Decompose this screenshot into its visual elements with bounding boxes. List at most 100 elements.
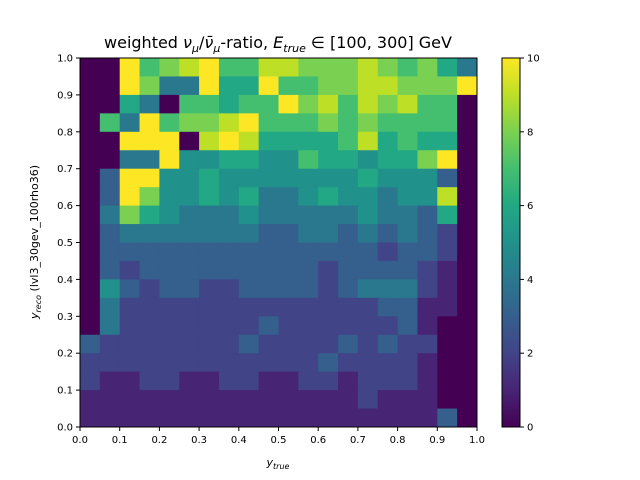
heatmap-cell — [139, 150, 160, 170]
heatmap-cell — [417, 150, 438, 170]
heatmap-cell — [258, 408, 279, 428]
heatmap-cell — [357, 260, 379, 280]
y-tick-label: 0.2 — [57, 349, 73, 360]
heatmap-cell — [199, 205, 220, 225]
heatmap-cell — [99, 205, 121, 225]
heatmap-cell — [278, 390, 299, 410]
heatmap-cell — [139, 260, 160, 280]
heatmap-cell — [417, 316, 438, 336]
heatmap-cell — [159, 94, 180, 114]
heatmap-cell — [139, 224, 160, 243]
heatmap-cell — [119, 205, 141, 225]
heatmap-cell — [179, 408, 200, 428]
heatmap-cell — [199, 242, 220, 262]
heatmap-cell — [179, 224, 200, 243]
heatmap-cell — [119, 113, 141, 133]
heatmap-cell — [159, 390, 180, 410]
heatmap-cell — [437, 242, 458, 262]
heatmap-cell — [139, 334, 160, 354]
heatmap-cell — [258, 94, 279, 114]
heatmap-cell — [199, 187, 220, 207]
heatmap-cell — [218, 279, 240, 299]
heatmap-cell — [397, 224, 418, 243]
heatmap-cell — [298, 316, 319, 336]
heatmap-cell — [298, 205, 319, 225]
y-tick-label: 0.6 — [57, 201, 73, 212]
heatmap-cell — [318, 94, 339, 114]
y-axis: 0.0 0.1 0.2 0.3 0.4 0.5 0.6 0.7 0.8 0.9 1.0 — [57, 54, 80, 434]
heatmap-cell — [119, 353, 141, 373]
heatmap-cell — [318, 187, 339, 207]
heatmap-cell — [99, 260, 121, 280]
heatmap-cell — [338, 297, 359, 317]
heatmap-cell — [238, 94, 260, 114]
heatmap-cell — [417, 168, 438, 188]
y-tick-label: 1.0 — [57, 54, 73, 65]
heatmap-cell — [417, 224, 438, 243]
heatmap-cell — [159, 371, 180, 391]
heatmap-cell — [139, 205, 160, 225]
heatmap-cell — [278, 353, 299, 373]
heatmap-cell — [80, 371, 101, 391]
heatmap-cell — [218, 260, 240, 280]
heatmap-cell — [80, 205, 101, 225]
heatmap-cell — [99, 334, 121, 354]
heatmap-cell — [298, 94, 319, 114]
heatmap-cell — [278, 297, 299, 317]
y-tick-label: 0.3 — [57, 312, 73, 323]
heatmap-cell — [139, 408, 160, 428]
x-tick-label: 0.0 — [72, 435, 88, 446]
heatmap-cell — [199, 76, 220, 96]
heatmap-cell — [119, 168, 141, 188]
heatmap-cell — [238, 279, 260, 299]
heatmap-cell — [357, 150, 379, 170]
heatmap-cell — [80, 408, 101, 428]
x-tick-label: 0.5 — [271, 435, 287, 446]
heatmap-cell — [417, 58, 438, 77]
heatmap-cell — [397, 260, 418, 280]
heatmap-cell — [218, 76, 240, 96]
heatmap-cell — [397, 187, 418, 207]
heatmap-cell — [238, 371, 260, 391]
heatmap-cell — [437, 58, 458, 77]
heatmap-cell — [238, 260, 260, 280]
heatmap-cell — [139, 242, 160, 262]
heatmap-cell — [258, 113, 279, 133]
heatmap-cell — [179, 279, 200, 299]
heatmap-cell — [377, 242, 399, 262]
heatmap-cell — [457, 168, 478, 188]
x-tick-label: 0.9 — [429, 435, 445, 446]
heatmap-cell — [377, 58, 399, 77]
heatmap-cell — [159, 353, 180, 373]
heatmap-cell — [80, 279, 101, 299]
heatmap-cell — [338, 150, 359, 170]
colorbar-tick-label: 2 — [527, 349, 533, 360]
heatmap-cell — [318, 131, 339, 151]
heatmap-cell — [199, 371, 220, 391]
heatmap-cell — [258, 334, 279, 354]
heatmap-cell — [238, 131, 260, 151]
heatmap-cell — [99, 76, 121, 96]
x-tick-label: 0.1 — [112, 435, 128, 446]
heatmap-cell — [357, 168, 379, 188]
heatmap-cell — [199, 260, 220, 280]
heatmap-cell — [298, 371, 319, 391]
heatmap-cell — [139, 94, 160, 114]
heatmap-cell — [139, 353, 160, 373]
heatmap-cell — [258, 279, 279, 299]
heatmap-cell — [179, 168, 200, 188]
heatmap-cell — [238, 334, 260, 354]
y-tick-label: 0.8 — [57, 127, 73, 138]
heatmap-cell — [238, 168, 260, 188]
heatmap-cell — [99, 279, 121, 299]
heatmap-cell — [119, 131, 141, 151]
heatmap-cell — [159, 408, 180, 428]
heatmap-cell — [278, 279, 299, 299]
heatmap-cell — [338, 390, 359, 410]
y-axis-label: yreco (lvl3_30gev_100rho36) — [28, 165, 43, 320]
heatmap-cell — [258, 297, 279, 317]
heatmap-cell — [457, 76, 478, 96]
heatmap-cell — [218, 334, 240, 354]
heatmap-cell — [80, 94, 101, 114]
heatmap-cells — [80, 58, 478, 428]
